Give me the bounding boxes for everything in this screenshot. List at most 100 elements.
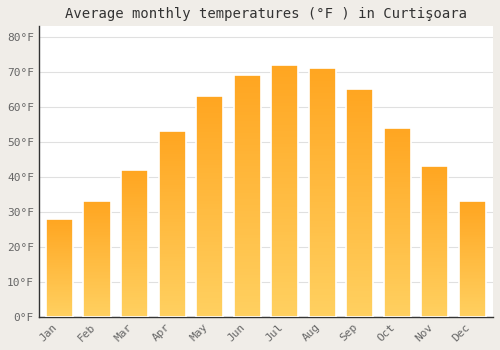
Bar: [422, 249, 448, 251]
Bar: [46, 256, 73, 257]
Bar: [422, 236, 448, 238]
Bar: [121, 170, 148, 317]
Bar: [271, 225, 298, 229]
Bar: [234, 208, 260, 211]
Bar: [234, 114, 260, 118]
Bar: [459, 201, 486, 203]
Bar: [271, 134, 298, 137]
Bar: [158, 247, 186, 250]
Bar: [459, 247, 486, 249]
Bar: [422, 311, 448, 313]
Bar: [384, 260, 411, 262]
Bar: [84, 308, 110, 310]
Bar: [384, 270, 411, 272]
Bar: [271, 219, 298, 222]
Bar: [234, 175, 260, 178]
Bar: [422, 214, 448, 215]
Bar: [346, 283, 374, 286]
Bar: [459, 214, 486, 216]
Bar: [158, 273, 186, 275]
Bar: [422, 217, 448, 219]
Bar: [46, 284, 73, 285]
Bar: [308, 217, 336, 220]
Bar: [422, 193, 448, 195]
Bar: [121, 249, 148, 251]
Bar: [271, 77, 298, 80]
Bar: [84, 227, 110, 229]
Bar: [384, 177, 411, 180]
Bar: [46, 219, 73, 317]
Bar: [158, 266, 186, 268]
Bar: [459, 239, 486, 240]
Bar: [121, 300, 148, 302]
Bar: [422, 166, 448, 317]
Bar: [422, 285, 448, 287]
Bar: [121, 280, 148, 282]
Bar: [196, 298, 223, 300]
Bar: [121, 289, 148, 291]
Bar: [46, 220, 73, 221]
Bar: [234, 217, 260, 220]
Bar: [459, 246, 486, 247]
Bar: [271, 292, 298, 295]
Bar: [234, 78, 260, 81]
Bar: [271, 166, 298, 169]
Bar: [308, 283, 336, 286]
Bar: [46, 308, 73, 309]
Bar: [271, 188, 298, 191]
Bar: [459, 229, 486, 230]
Bar: [46, 248, 73, 250]
Bar: [384, 213, 411, 215]
Bar: [234, 290, 260, 293]
Bar: [346, 89, 374, 92]
Bar: [459, 260, 486, 262]
Bar: [121, 313, 148, 315]
Bar: [422, 168, 448, 170]
Bar: [384, 137, 411, 140]
Bar: [121, 254, 148, 256]
Bar: [196, 265, 223, 267]
Bar: [46, 262, 73, 263]
Bar: [84, 310, 110, 311]
Bar: [422, 189, 448, 191]
Bar: [459, 308, 486, 310]
Bar: [121, 218, 148, 219]
Bar: [196, 138, 223, 140]
Bar: [271, 266, 298, 270]
Bar: [459, 315, 486, 317]
Bar: [158, 164, 186, 166]
Bar: [158, 180, 186, 182]
Bar: [234, 293, 260, 296]
Bar: [271, 147, 298, 150]
Bar: [422, 210, 448, 211]
Bar: [234, 148, 260, 151]
Bar: [121, 172, 148, 174]
Bar: [384, 229, 411, 232]
Bar: [459, 259, 486, 260]
Bar: [84, 294, 110, 295]
Bar: [196, 121, 223, 124]
Bar: [346, 166, 374, 169]
Bar: [196, 303, 223, 306]
Bar: [422, 300, 448, 302]
Bar: [308, 164, 336, 168]
Bar: [422, 296, 448, 298]
Bar: [384, 154, 411, 156]
Bar: [422, 232, 448, 234]
Bar: [384, 244, 411, 246]
Bar: [158, 175, 186, 178]
Bar: [158, 310, 186, 312]
Bar: [46, 226, 73, 228]
Bar: [234, 226, 260, 229]
Bar: [422, 185, 448, 187]
Bar: [84, 214, 110, 216]
Bar: [384, 208, 411, 210]
Bar: [459, 211, 486, 213]
Bar: [308, 301, 336, 304]
Bar: [308, 202, 336, 205]
Bar: [84, 273, 110, 275]
Bar: [346, 200, 374, 203]
Bar: [196, 176, 223, 179]
Bar: [308, 205, 336, 208]
Bar: [121, 287, 148, 289]
